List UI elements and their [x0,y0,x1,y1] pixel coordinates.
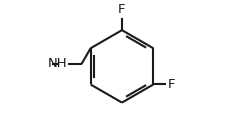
Text: F: F [167,78,174,91]
Text: F: F [118,3,125,16]
Text: NH: NH [47,57,67,70]
